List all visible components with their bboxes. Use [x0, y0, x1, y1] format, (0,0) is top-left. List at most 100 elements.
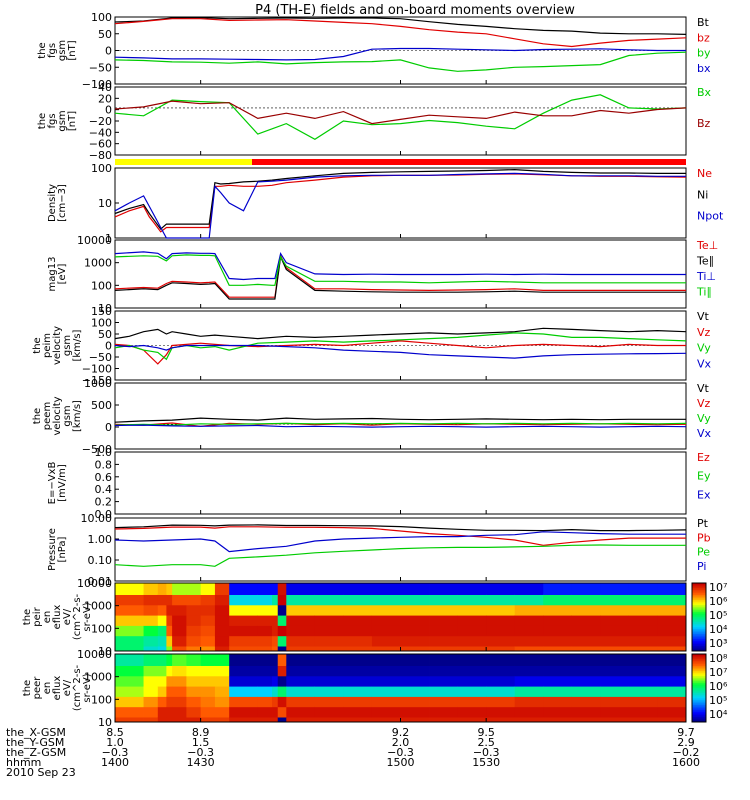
- colorbar-step: [692, 618, 706, 621]
- spectrogram-cell: [400, 654, 430, 666]
- spectrogram-cell: [229, 635, 259, 647]
- legend-label: Ne: [697, 167, 712, 180]
- y-axis-label: en: [42, 682, 53, 695]
- spectrogram-cell: [200, 615, 216, 626]
- spectrogram-cell: [286, 646, 316, 652]
- colorbar-step: [692, 593, 706, 596]
- y-axis-label: gsm: [57, 40, 68, 61]
- spectrogram-cell: [214, 625, 230, 637]
- spectrogram-cell: [457, 706, 487, 718]
- spectrogram-cell: [200, 646, 216, 652]
- colorbar-step: [692, 718, 706, 721]
- spectrogram-cell: [186, 706, 202, 718]
- legend-label: Te∥: [696, 255, 714, 268]
- spectrogram-cell: [571, 706, 601, 718]
- spectrogram-cell: [272, 717, 279, 723]
- panel-frame: [114, 451, 687, 515]
- y-axis-label: gsm: [57, 110, 68, 131]
- spectrogram-cell: [277, 594, 287, 606]
- spectrogram-cell: [257, 696, 273, 708]
- spectrogram-cell: [229, 594, 259, 606]
- spectrogram-cell: [277, 625, 287, 637]
- spectrogram-cell: [257, 625, 273, 637]
- series-line-npot: [114, 172, 686, 239]
- series-line-vx: [114, 344, 687, 359]
- mode-bar-segment: [115, 159, 252, 165]
- y-axis-label: [nPa]: [57, 536, 68, 562]
- spectrogram-cell: [314, 706, 344, 718]
- spectrogram-cell: [214, 654, 230, 666]
- spectrogram-cell: [143, 654, 159, 666]
- spectrogram-cell: [214, 594, 230, 606]
- spectrogram-cell: [166, 646, 173, 652]
- y-axis-label: eV/: [62, 679, 73, 696]
- spectrogram-cell: [457, 686, 487, 697]
- colorbar-step: [692, 632, 706, 635]
- spectrogram-cell: [514, 665, 544, 677]
- spectrogram-cell: [115, 654, 144, 666]
- x-axis-value: 1530: [472, 756, 500, 769]
- legend-label: Pt: [697, 517, 709, 530]
- spectrogram-cell: [157, 615, 167, 626]
- series-line-ne: [114, 173, 687, 233]
- spectrogram-cell: [286, 665, 316, 677]
- spectrogram-cell: [457, 665, 487, 677]
- spectrogram-cell: [514, 654, 544, 666]
- spectrogram-cell: [571, 594, 601, 606]
- spectrogram-cell: [314, 594, 344, 606]
- spectrogram-cell: [314, 604, 344, 616]
- spectrogram-cell: [371, 604, 401, 616]
- legend-label: Ez: [697, 451, 710, 464]
- spectrogram-cell: [277, 706, 287, 718]
- spectrogram-cell: [272, 654, 279, 666]
- spectrogram-cell: [257, 615, 273, 626]
- y-tick-label: 40: [98, 81, 112, 94]
- spectrogram-cell: [157, 706, 167, 718]
- colorbar-step: [692, 691, 706, 694]
- spectrogram-cell: [229, 604, 259, 616]
- spectrogram-cell: [186, 686, 202, 697]
- spectrogram-cell: [343, 696, 373, 708]
- spectrogram-cell: [257, 665, 273, 677]
- colorbar-step: [692, 600, 706, 603]
- spectrogram-cell: [186, 583, 202, 595]
- spectrogram-cell: [157, 696, 167, 708]
- series-line-te: [114, 253, 686, 298]
- spectrogram-cell: [486, 696, 516, 708]
- colorbar-step: [692, 716, 706, 720]
- spectrogram-cell: [172, 706, 187, 718]
- spectrogram-cell: [514, 583, 544, 595]
- spectrogram-cell: [143, 646, 159, 652]
- spectrogram-cell: [257, 706, 273, 718]
- spectrogram-cell: [429, 675, 458, 687]
- legend-label: Ni: [697, 188, 708, 201]
- y-axis-label: [mV/m]: [57, 464, 68, 502]
- spectrogram-cell: [543, 615, 573, 626]
- spectrogram-cell: [314, 717, 344, 723]
- spectrogram-cell: [514, 625, 544, 637]
- spectrogram-cell: [657, 675, 687, 687]
- spectrogram-cell: [229, 654, 259, 666]
- spectrogram-cell: [314, 583, 344, 595]
- x-axis-value: −0.2: [673, 746, 700, 759]
- colorbar-step: [692, 701, 706, 704]
- spectrogram-cell: [486, 665, 516, 677]
- spectrogram-cell: [371, 625, 401, 637]
- spectrogram-cell: [628, 615, 658, 626]
- x-axis-value: 1430: [187, 756, 215, 769]
- spectrogram-cell: [166, 625, 173, 637]
- spectrogram-cell: [143, 665, 159, 677]
- spectrogram-cell: [400, 625, 430, 637]
- series-line-bz: [114, 100, 687, 125]
- spectrogram-cell: [429, 706, 458, 718]
- spectrogram-cell: [200, 675, 216, 687]
- spectrogram-cell: [600, 615, 630, 626]
- colorbar-step: [692, 699, 706, 703]
- spectrogram-cell: [600, 604, 630, 616]
- spectrogram-cell: [214, 646, 230, 652]
- colorbar-tick-label: 10⁸: [709, 652, 728, 665]
- spectrogram-cell: [486, 675, 516, 687]
- y-tick-label: 50: [98, 28, 112, 41]
- spectrogram-cell: [657, 646, 687, 652]
